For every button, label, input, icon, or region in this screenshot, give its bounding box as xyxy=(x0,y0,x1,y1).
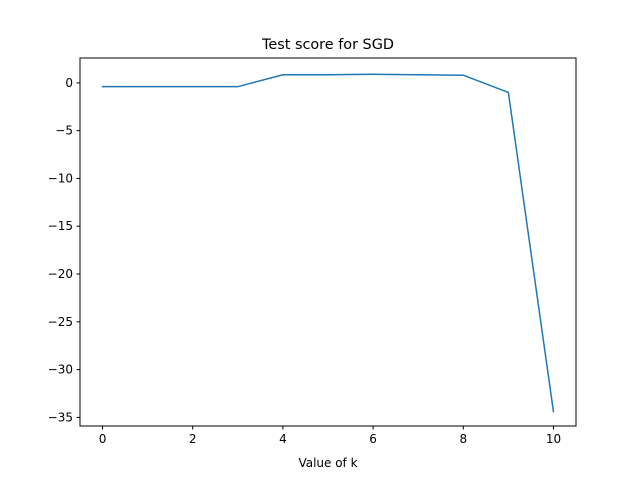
series-line xyxy=(101,73,555,413)
y-tick-label: −10 xyxy=(48,171,73,185)
plot-area xyxy=(101,73,555,413)
x-axis-label: Value of k xyxy=(298,456,357,470)
x-tick-label: 10 xyxy=(546,432,561,446)
y-tick-label: −20 xyxy=(48,267,73,281)
y-tick-label: −15 xyxy=(48,219,73,233)
y-tick-label: −25 xyxy=(48,315,73,329)
x-axis: 0 2 4 6 8 10 xyxy=(99,426,561,446)
y-tick-label: −30 xyxy=(48,363,73,377)
x-tick-label: 0 xyxy=(99,432,107,446)
y-tick-label: −5 xyxy=(55,124,73,138)
x-tick-label: 6 xyxy=(369,432,377,446)
x-tick-label: 2 xyxy=(189,432,197,446)
axes-frame xyxy=(79,57,577,427)
chart-title: Test score for SGD xyxy=(261,37,394,53)
x-tick-label: 8 xyxy=(459,432,467,446)
y-tick-label: −35 xyxy=(48,410,73,424)
y-tick-label: 0 xyxy=(65,76,73,90)
x-tick-label: 4 xyxy=(279,432,287,446)
y-axis: 0 −5 −10 −15 −20 −25 −30 −35 xyxy=(48,76,80,424)
